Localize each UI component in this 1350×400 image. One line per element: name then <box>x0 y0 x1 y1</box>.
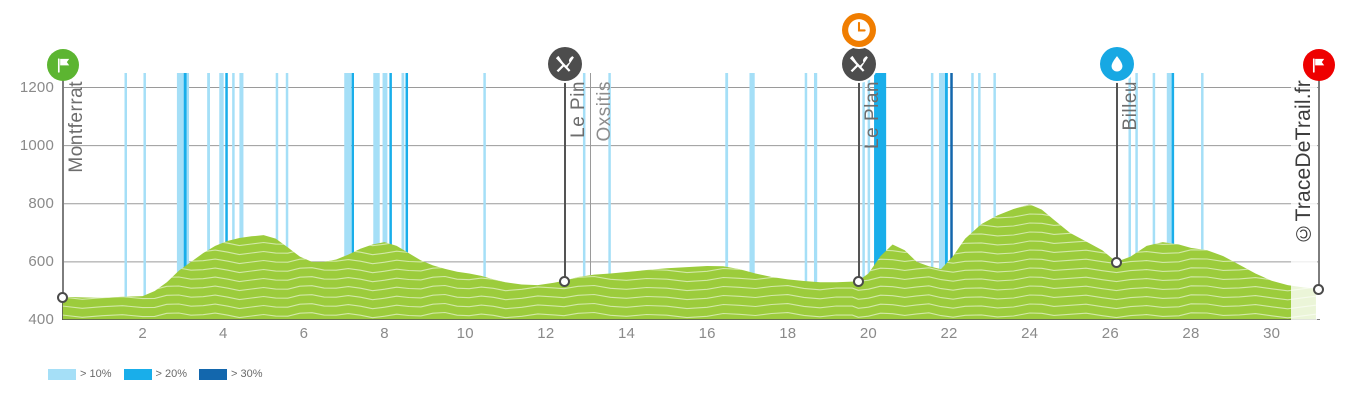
x-axis-tick-label: 6 <box>299 325 309 342</box>
legend-item: > 10% <box>48 368 112 380</box>
x-axis-tick-label: 2 <box>138 325 147 342</box>
legend-label: > 20% <box>155 368 188 380</box>
x-axis-tick-label: 28 <box>1182 325 1200 342</box>
y-axis-tick-label: 1000 <box>19 136 54 154</box>
finish-flag-icon[interactable] <box>1302 49 1335 81</box>
poi-label: Le Plan <box>862 81 884 149</box>
plot-area <box>62 73 1320 320</box>
poi-stem <box>858 73 861 281</box>
poi-dot <box>57 291 68 303</box>
x-axis-tick-label: 4 <box>219 325 228 342</box>
elevation-area <box>62 204 1316 320</box>
x-axis-tick-label: 26 <box>1101 325 1119 342</box>
x-axis-tick-label: 18 <box>779 325 797 342</box>
legend-label: > 30% <box>231 368 263 380</box>
poi-dot <box>558 275 570 287</box>
legend-label: > 10% <box>80 368 112 380</box>
y-axis-tick-label: 1200 <box>19 78 54 96</box>
y-axis-tick-label: 600 <box>28 252 54 270</box>
profile-svg <box>62 73 1320 320</box>
poi-dot <box>1111 256 1123 268</box>
poi-label: Le Pin <box>567 81 589 138</box>
x-axis-tick-label: 14 <box>617 325 636 342</box>
watermark-text: ©TraceDeTrail.fr <box>1292 80 1315 245</box>
x-axis-tick-label: 8 <box>380 325 389 342</box>
gradient-legend: > 10% > 20% > 30% <box>48 368 275 380</box>
y-axis-tick-label: 400 <box>28 311 54 328</box>
x-axis-tick-label: 16 <box>698 325 716 342</box>
poi-stem <box>590 73 592 275</box>
poi-stem <box>62 73 64 297</box>
poi-label: Oxsitis <box>594 81 616 142</box>
poi-dot <box>853 275 865 287</box>
y-axis: 1200 1000 800 600 400 <box>0 0 54 400</box>
legend-swatch <box>123 368 152 380</box>
poi-label: Billeu <box>1120 81 1142 131</box>
legend-swatch <box>199 368 227 380</box>
poi-dot <box>1312 283 1324 295</box>
restaurant-icon[interactable] <box>547 47 582 81</box>
clock-icon[interactable] <box>842 13 877 47</box>
poi-stem <box>1116 73 1119 262</box>
x-axis-tick-label: 24 <box>1021 325 1039 342</box>
legend-item: > 30% <box>199 368 263 380</box>
restaurant-icon[interactable] <box>842 47 877 81</box>
poi-label: Montferrat <box>66 81 87 173</box>
watermark-band <box>1291 73 1317 320</box>
x-axis-tick-label: 12 <box>537 325 555 342</box>
legend-swatch <box>48 368 76 380</box>
x-axis-tick-label: 22 <box>940 325 958 342</box>
x-axis-tick-label: 20 <box>859 325 877 342</box>
x-axis-tick-label: 10 <box>456 325 474 342</box>
y-axis-tick-label: 800 <box>28 194 54 212</box>
x-axis-tick-label: 30 <box>1263 325 1281 342</box>
poi-stem <box>563 73 566 281</box>
water-drop-icon[interactable] <box>1100 47 1135 81</box>
poi-stem <box>1317 73 1320 289</box>
legend-item: > 20% <box>123 368 188 380</box>
start-flag-icon[interactable] <box>47 49 79 81</box>
